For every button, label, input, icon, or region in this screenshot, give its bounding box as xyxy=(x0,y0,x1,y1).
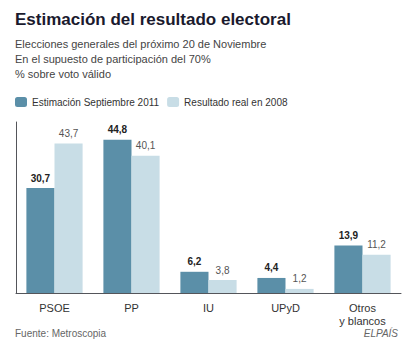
svg-text:Elecciones generales del próxi: Elecciones generales del próximo 20 de N… xyxy=(15,38,266,50)
svg-text:40,1: 40,1 xyxy=(136,140,156,151)
svg-text:Resultado real en 2008: Resultado real en 2008 xyxy=(184,97,288,108)
svg-text:UPyD: UPyD xyxy=(271,302,300,314)
svg-text:ELPAÍS: ELPAÍS xyxy=(364,327,399,339)
svg-text:Estimación Septiembre 2011: Estimación Septiembre 2011 xyxy=(32,97,160,108)
svg-text:Estimación del resultado elect: Estimación del resultado electoral xyxy=(15,10,291,29)
svg-text:PP: PP xyxy=(124,302,139,314)
svg-text:6,2: 6,2 xyxy=(187,256,201,267)
svg-text:13,9: 13,9 xyxy=(339,230,359,241)
svg-text:3,8: 3,8 xyxy=(216,265,230,276)
svg-text:y blancos: y blancos xyxy=(339,315,386,327)
svg-text:% sobre voto válido: % sobre voto válido xyxy=(15,68,111,80)
svg-text:PSOE: PSOE xyxy=(39,302,70,314)
svg-text:11,2: 11,2 xyxy=(367,239,386,250)
svg-text:IU: IU xyxy=(203,302,214,314)
svg-text:4,4: 4,4 xyxy=(264,262,278,273)
svg-text:En el supuesto de participació: En el supuesto de participación del 70% xyxy=(15,53,211,65)
svg-text:Fuente: Metroscopia: Fuente: Metroscopia xyxy=(15,328,107,339)
svg-text:Otros: Otros xyxy=(349,302,376,314)
svg-text:43,7: 43,7 xyxy=(59,128,79,139)
svg-text:1,2: 1,2 xyxy=(293,273,307,284)
svg-text:30,7: 30,7 xyxy=(31,173,51,184)
svg-text:44,8: 44,8 xyxy=(108,124,128,135)
